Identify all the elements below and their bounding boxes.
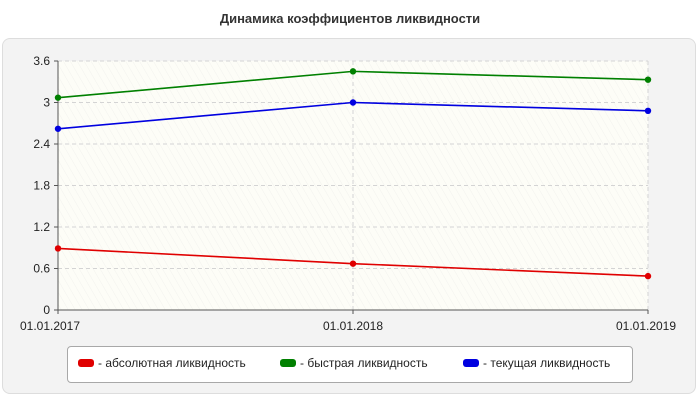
y-tick-label: 2.4 <box>33 137 50 151</box>
data-point-quick[interactable] <box>349 68 357 75</box>
y-tick-label: 3.6 <box>33 54 50 68</box>
legend: - абсолютная ликвидность - быстрая ликви… <box>67 346 633 383</box>
legend-item-absolute: - абсолютная ликвидность <box>78 356 246 370</box>
legend-swatch-quick <box>280 359 296 367</box>
x-tick-label: 01.01.2017 <box>20 319 80 333</box>
legend-swatch-current <box>463 359 479 367</box>
y-tick-label: 3 <box>43 96 50 110</box>
data-point-current[interactable] <box>349 99 357 106</box>
legend-item-quick: - быстрая ликвидность <box>280 356 428 370</box>
data-point-absolute[interactable] <box>349 260 357 267</box>
x-tick-label: 01.01.2019 <box>616 319 676 333</box>
x-tick-label: 01.01.2018 <box>323 319 383 333</box>
legend-swatch-absolute <box>78 359 94 367</box>
data-point-absolute[interactable] <box>644 272 652 280</box>
legend-label-absolute: - абсолютная ликвидность <box>98 356 246 370</box>
data-point-quick[interactable] <box>644 76 652 83</box>
legend-label-current: - текущая ликвидность <box>483 356 611 370</box>
data-point-quick[interactable] <box>54 94 62 101</box>
data-point-absolute[interactable] <box>54 245 62 252</box>
y-tick-label: 1.2 <box>33 220 50 234</box>
data-point-current[interactable] <box>54 125 62 132</box>
legend-item-current: - текущая ликвидность <box>463 356 610 370</box>
y-tick-label: 1.8 <box>33 179 50 193</box>
chart-title: Динамика коэффициентов ликвидности <box>219 11 481 26</box>
legend-label-quick: - быстрая ликвидность <box>300 356 428 370</box>
y-tick-label: 0.6 <box>33 262 50 276</box>
y-tick-label: 0 <box>43 303 50 317</box>
data-point-current[interactable] <box>644 107 652 115</box>
